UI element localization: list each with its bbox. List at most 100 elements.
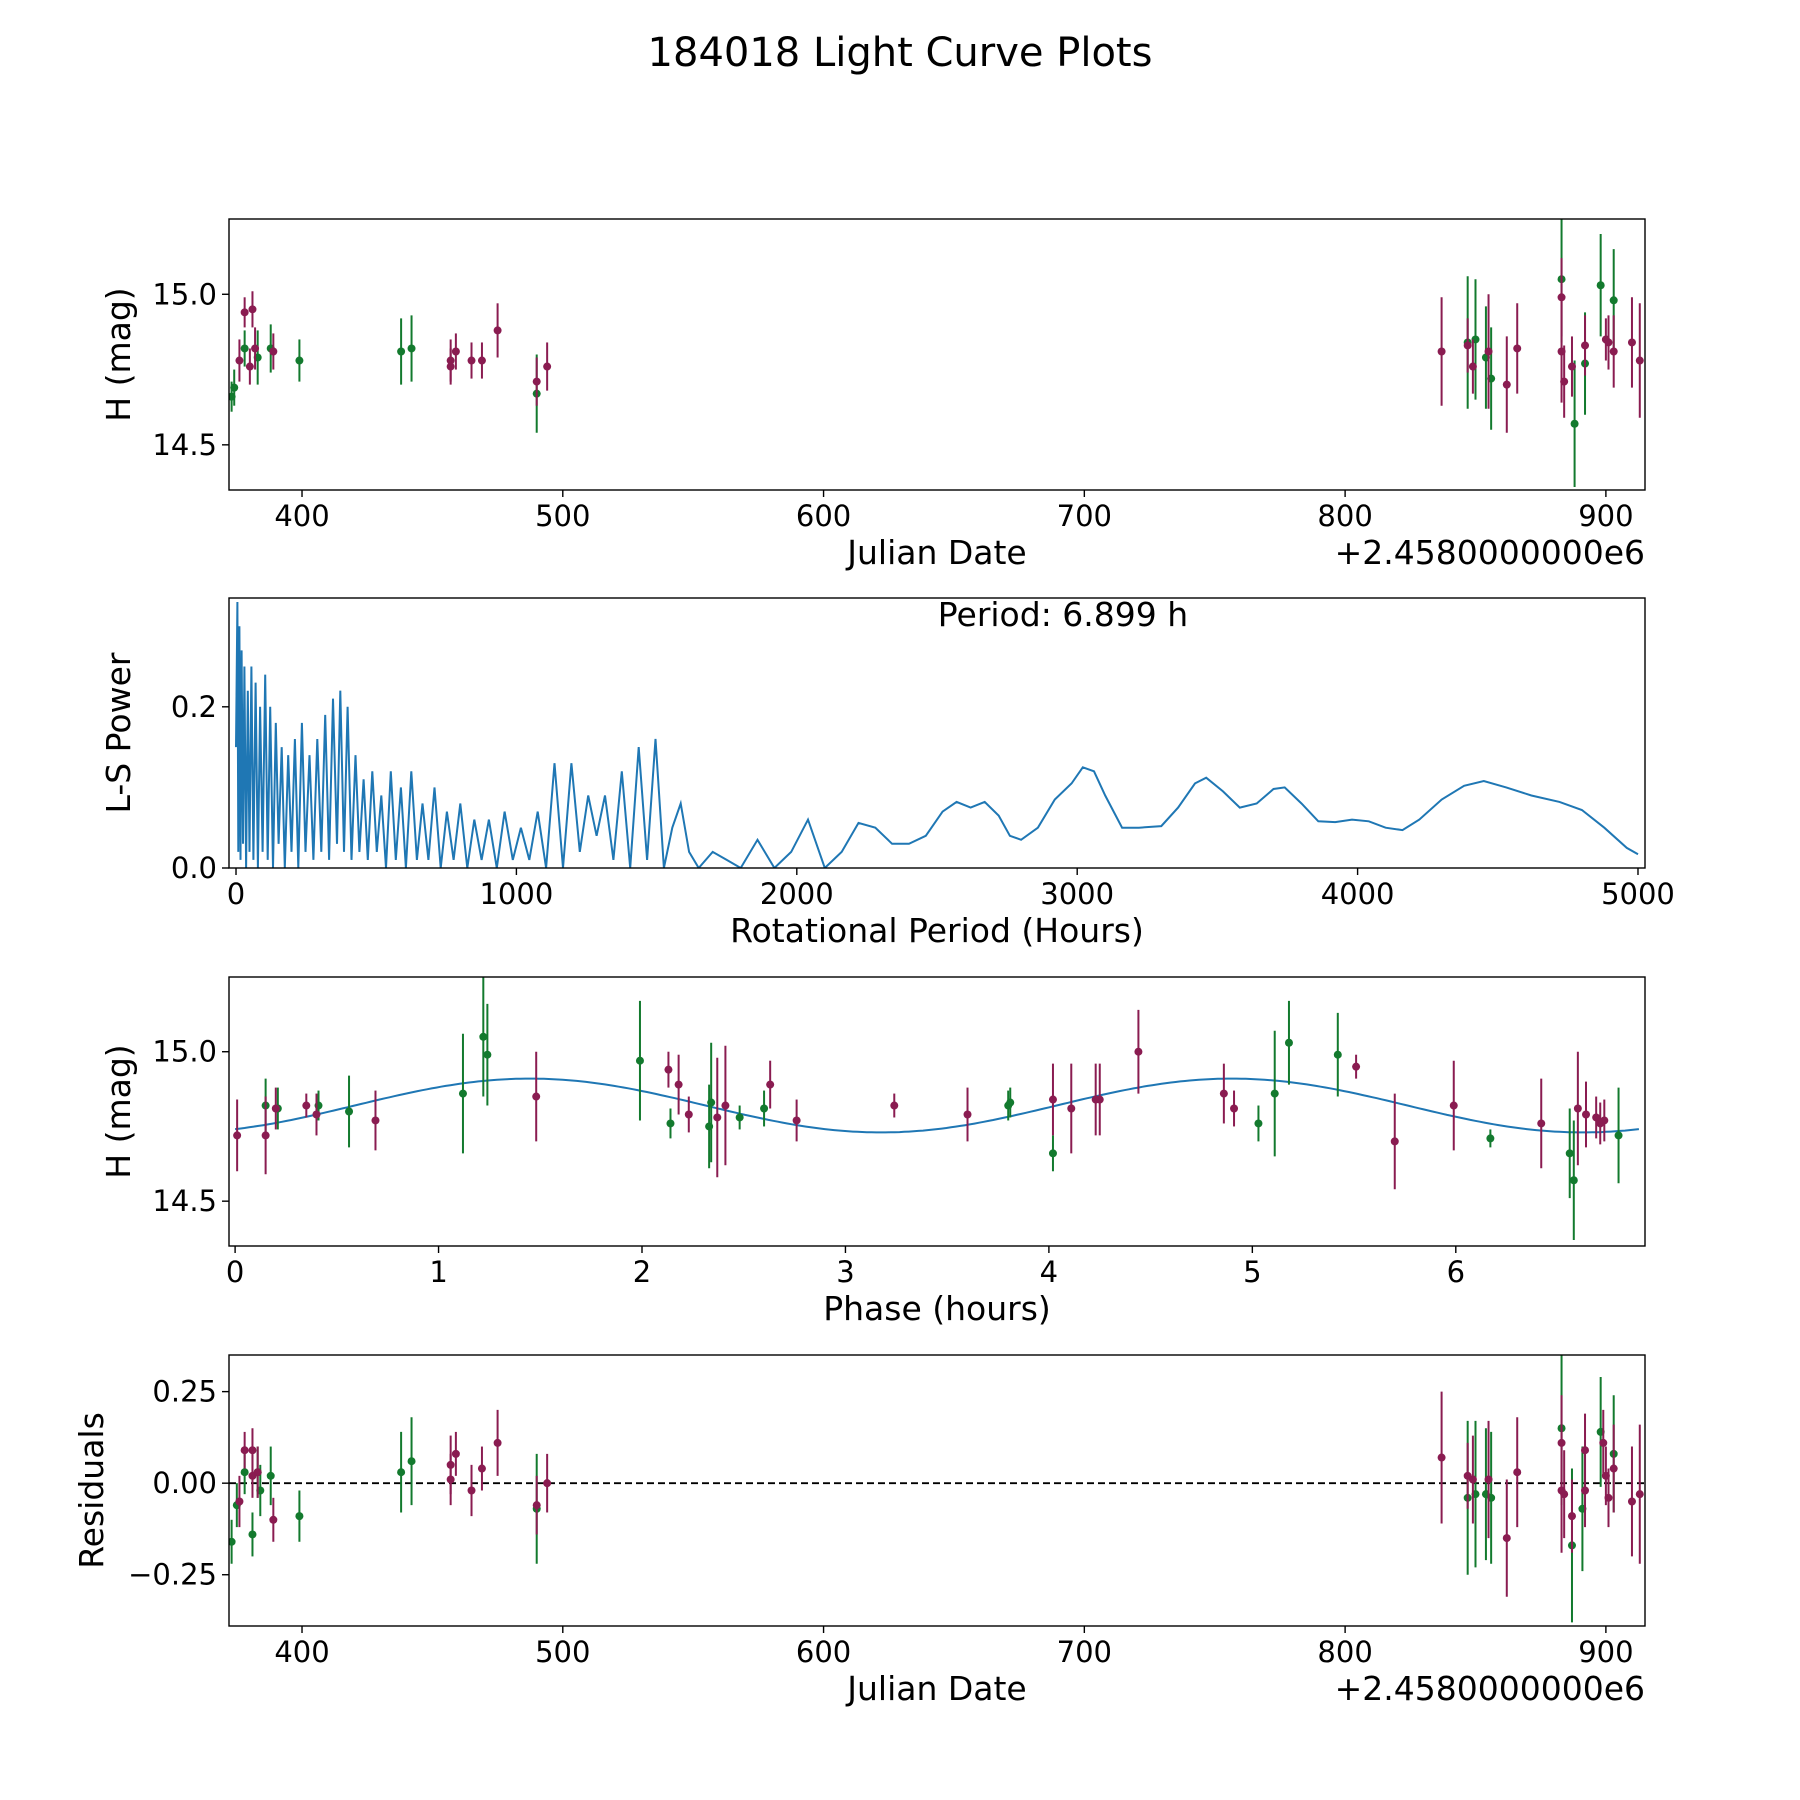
green-data-point [483, 1050, 492, 1059]
green-data-point [1596, 281, 1605, 290]
maroon-data-point [269, 347, 278, 356]
green-data-point [1333, 1050, 1342, 1059]
panel-phased: 0 1 2 3 4 5 6 14.5 15.0 Phase (hours) H (mag) [99, 976, 1646, 1328]
green-data-point [479, 1032, 488, 1041]
axes-frame [228, 1354, 1646, 1627]
x-axis-label: Rotational Period (Hours) [730, 911, 1144, 950]
maroon-data-point [467, 356, 476, 365]
maroon-data-point [245, 362, 254, 371]
maroon-data-point [1567, 1512, 1576, 1521]
green-data-point [1609, 296, 1618, 305]
green-data-point [230, 383, 239, 392]
x-tick-label: 3 [836, 1255, 854, 1289]
green-data-point [248, 1530, 257, 1539]
x-tick-label: 400 [274, 499, 329, 533]
plot-area [229, 219, 1644, 487]
maroon-data-point [1463, 341, 1472, 350]
maroon-data-point [543, 362, 552, 371]
x-tick-label: 3000 [1040, 877, 1114, 911]
green-data-point [345, 1107, 354, 1116]
maroon-data-point [1557, 293, 1566, 302]
x-axis-label: Phase (hours) [823, 1289, 1051, 1328]
maroon-data-point [451, 347, 460, 356]
x-tick-label: 800 [1317, 1635, 1372, 1669]
maroon-data-point [477, 1464, 486, 1473]
y-tick-label: 0.00 [152, 1466, 217, 1500]
green-data-point [1569, 1176, 1578, 1185]
y-tick-label: −0.25 [128, 1558, 217, 1592]
green-data-point [1284, 1038, 1293, 1047]
green-data-point [240, 344, 249, 353]
green-data-point [407, 344, 416, 353]
green-data-point [295, 1512, 304, 1521]
maroon-data-point [1604, 338, 1613, 347]
green-data-point [635, 1056, 644, 1065]
green-data-point [229, 1537, 236, 1546]
maroon-data-point [664, 1065, 673, 1074]
maroon-data-point [1627, 338, 1636, 347]
x-tick-label: 800 [1317, 499, 1372, 533]
maroon-data-point [1502, 380, 1511, 389]
green-data-point [407, 1457, 416, 1466]
maroon-data-point [1567, 362, 1576, 371]
x-tick-label: 600 [796, 1635, 851, 1669]
plot-area [233, 977, 1640, 1241]
fit-curve [234, 1077, 1640, 1134]
panel-residuals: 400 500 600 700 800 900 0.25 0.00 −0.25 Julian Da… [72, 1354, 1646, 1708]
maroon-data-point [451, 1449, 460, 1458]
maroon-data-point [1581, 1446, 1590, 1455]
maroon-data-point [1635, 1490, 1644, 1499]
maroon-data-point [1581, 341, 1590, 350]
figure-title: 184018 Light Curve Plots [648, 30, 1153, 76]
y-axis-label: Residuals [72, 1412, 111, 1569]
maroon-data-point [721, 1101, 730, 1110]
green-data-point [1614, 1131, 1623, 1140]
maroon-data-point [1581, 1486, 1590, 1495]
maroon-data-point [1390, 1137, 1399, 1146]
maroon-data-point [1048, 1095, 1057, 1104]
maroon-data-point [1513, 1468, 1522, 1477]
x-axis-label: Julian Date [845, 1669, 1027, 1708]
x-tick-label: 900 [1578, 499, 1633, 533]
panel-periodogram: 0 1000 2000 3000 4000 5000 0.0 0.2 Rotational Pe… [99, 595, 1675, 950]
maroon-data-point [890, 1101, 899, 1110]
x-offset-label: +2.4580000000e6 [1335, 533, 1645, 572]
green-data-point [1270, 1089, 1279, 1098]
green-data-point [1006, 1098, 1015, 1107]
maroon-data-point [792, 1116, 801, 1125]
maroon-data-point [446, 362, 455, 371]
maroon-data-point [1437, 347, 1446, 356]
maroon-data-point [713, 1113, 722, 1122]
maroon-data-point [467, 1486, 476, 1495]
maroon-data-point [532, 1092, 541, 1101]
axes-frame [228, 597, 1646, 869]
green-data-point [240, 1468, 249, 1477]
maroon-data-point [1230, 1104, 1239, 1113]
green-data-point [397, 347, 406, 356]
maroon-data-point [1134, 1047, 1143, 1056]
x-tick-label: 1000 [479, 877, 553, 911]
maroon-data-point [1513, 344, 1522, 353]
maroon-data-point [1537, 1119, 1546, 1128]
green-data-point [760, 1104, 769, 1113]
x-tick-label: 2 [633, 1255, 651, 1289]
green-data-point [1048, 1149, 1057, 1158]
maroon-data-point [1604, 1493, 1613, 1502]
y-tick-label: 15.0 [152, 277, 217, 311]
axes-frame [228, 218, 1646, 491]
maroon-data-point [1067, 1104, 1076, 1113]
maroon-data-point [1599, 1438, 1608, 1447]
green-data-point [397, 1468, 406, 1477]
maroon-data-point [1627, 1497, 1636, 1506]
y-axis-label: L-S Power [99, 652, 138, 813]
green-data-point [1254, 1119, 1263, 1128]
maroon-data-point [233, 1131, 242, 1140]
maroon-data-point [302, 1101, 311, 1110]
maroon-data-point [240, 1446, 249, 1455]
plot-area [235, 601, 1639, 868]
x-tick-label: 500 [535, 1635, 590, 1669]
maroon-data-point [1449, 1101, 1458, 1110]
maroon-data-point [1352, 1062, 1361, 1071]
maroon-data-point [1502, 1534, 1511, 1543]
maroon-data-point [1635, 356, 1644, 365]
